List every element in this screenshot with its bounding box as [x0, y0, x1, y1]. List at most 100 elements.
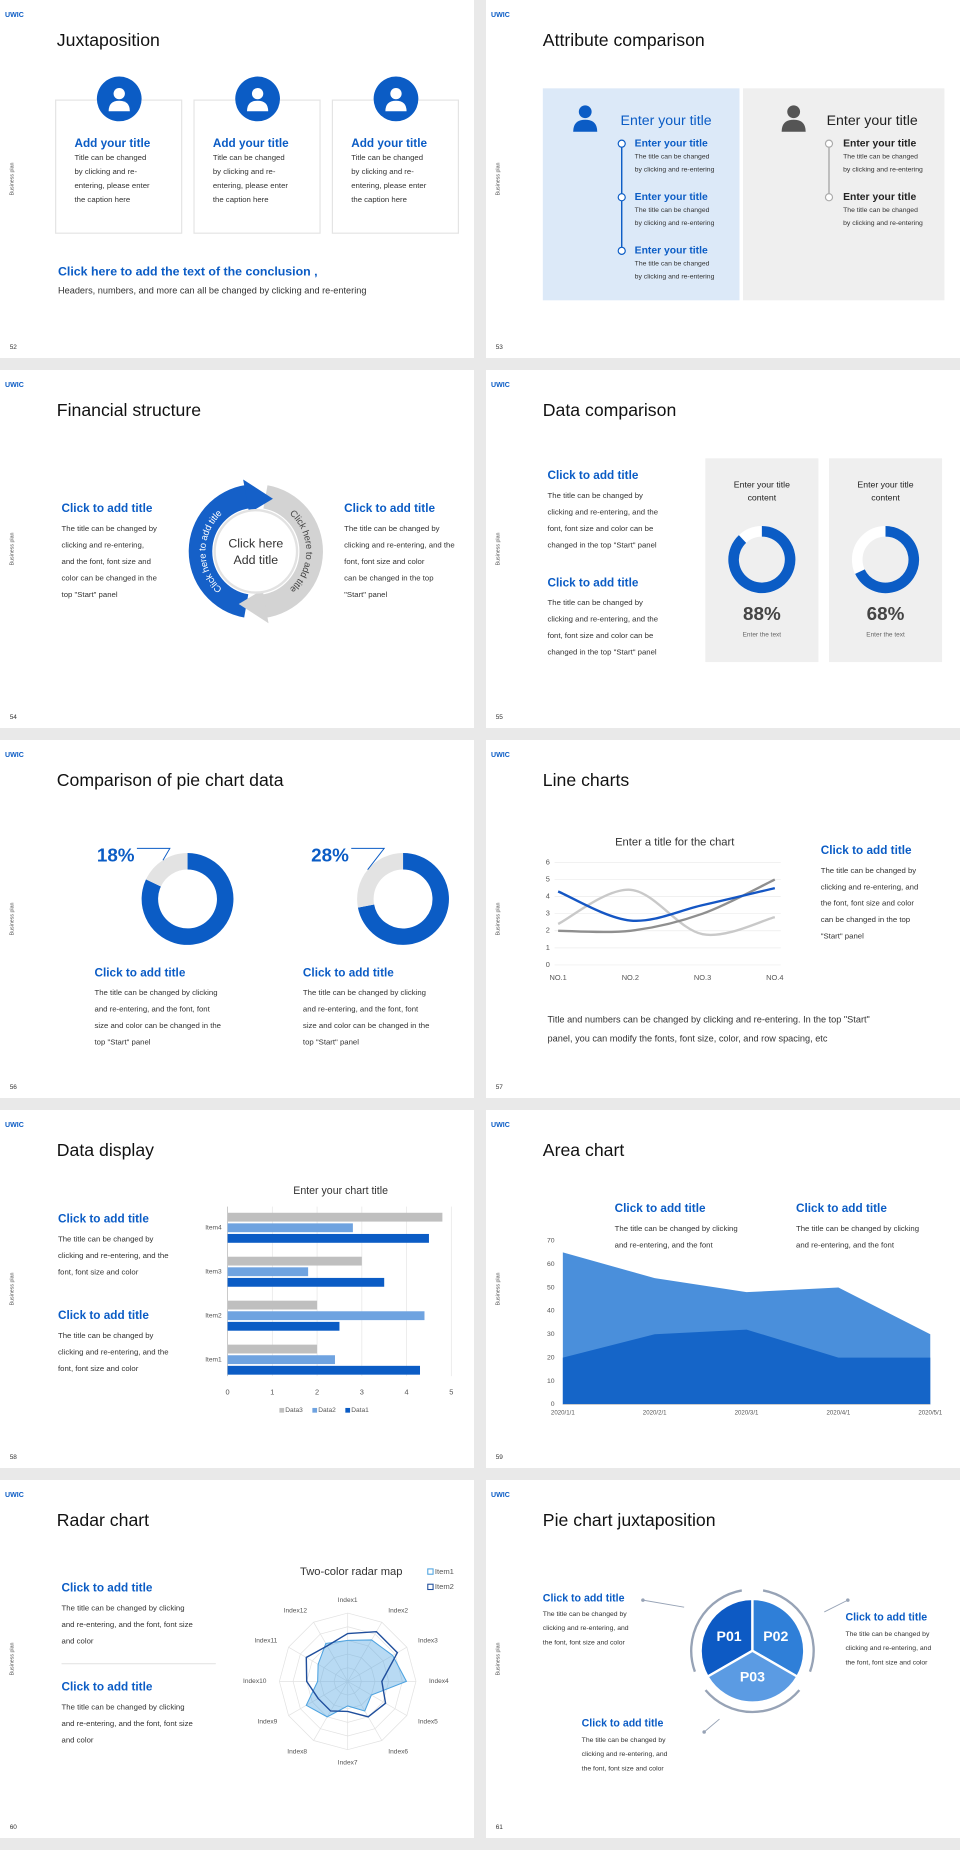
- page-number: 61: [496, 1824, 504, 1831]
- block-text: The title can be changed by: [582, 1737, 666, 1744]
- connector: [824, 1599, 849, 1613]
- block-text: "Start" panel: [344, 590, 387, 599]
- bar: [227, 1267, 309, 1277]
- card: [193, 99, 321, 234]
- item-text: by clicking and re-entering: [843, 220, 923, 227]
- center-text: Add title: [234, 553, 279, 567]
- block-title: Click to add title: [62, 502, 153, 515]
- side-label: Business plan: [9, 1273, 15, 1306]
- card-title: Add your title: [351, 137, 427, 150]
- x-tick-label: NO.4: [766, 973, 783, 982]
- slide: UWIC Business plan 54 Financial structure Cl…: [0, 370, 474, 728]
- slide: UWIC Business plan 57 Line charts Enter a ti…: [486, 740, 960, 1098]
- panel-title: Enter your title: [621, 112, 712, 128]
- icon-head: [251, 87, 264, 100]
- timeline-dot: [617, 139, 626, 148]
- value-label: 28%: [311, 845, 349, 866]
- radar-spoke: [313, 1622, 349, 1682]
- slide: UWIC Business plan 53 Attribute comparison E…: [486, 0, 960, 358]
- item-title: Enter your title: [635, 192, 708, 203]
- page-number: 55: [496, 714, 504, 721]
- x-tick-label: NO.1: [549, 973, 566, 982]
- outer-ring: [704, 1689, 801, 1714]
- block-text: clicking and re-entering, and the: [548, 615, 659, 624]
- block-text: font, font size and color: [58, 1268, 139, 1277]
- card-text: entering, please enter: [213, 181, 289, 190]
- side-label: Business plan: [495, 1273, 501, 1306]
- legend-swatch: [427, 1583, 434, 1591]
- block-text: The title can be changed by: [344, 524, 440, 533]
- chart-title: Two-color radar map: [300, 1566, 402, 1578]
- card-text: by clicking and re-: [213, 167, 276, 176]
- page-number: 60: [10, 1824, 18, 1831]
- icon-head: [787, 105, 801, 119]
- block-text: the font, font size and color: [845, 1659, 928, 1666]
- slide-title: Area chart: [543, 1140, 625, 1160]
- page-number: 58: [10, 1454, 18, 1461]
- slide: UWIC Business plan 52 Juxtaposition Add your…: [0, 0, 474, 358]
- item-title: Enter your title: [635, 138, 708, 149]
- y-tick-label: 70: [547, 1238, 555, 1245]
- side-label: Business plan: [9, 1643, 15, 1676]
- side-label: Business plan: [495, 1643, 501, 1676]
- y-tick-label: Item1: [205, 1356, 222, 1363]
- block-text: The title can be changed by: [548, 598, 644, 607]
- card-text: by clicking and re-: [74, 167, 137, 176]
- timeline-dot: [824, 139, 834, 148]
- connector-dot: [702, 1730, 706, 1734]
- arc-blue: [188, 484, 251, 618]
- block-text: changed in the top "Start" panel: [548, 648, 657, 657]
- y-tick-label: 50: [547, 1284, 555, 1291]
- bar: [227, 1321, 340, 1331]
- item-text: by clicking and re-entering: [635, 274, 715, 281]
- y-tick-label: 0: [546, 960, 550, 969]
- block-text: the font, font size and color: [543, 1639, 626, 1646]
- bar: [227, 1311, 425, 1321]
- block-text: font, font size and color can be: [548, 631, 654, 640]
- card-text: entering, please enter: [74, 181, 150, 190]
- legend-label: Data1: [351, 1407, 369, 1414]
- x-tick-label: NO.3: [694, 973, 711, 982]
- arc-gray: [261, 485, 323, 618]
- block-text: clicking and re-entering, and: [821, 882, 919, 891]
- card-text: Title can be changed: [351, 153, 423, 162]
- y-tick-label: 5: [546, 875, 550, 884]
- bar: [227, 1212, 443, 1222]
- x-tick-label: 2020/3/1: [735, 1409, 759, 1416]
- card-title: Add your title: [213, 137, 289, 150]
- logo: UWIC: [5, 1492, 24, 1499]
- x-tick-label: 2: [315, 1388, 319, 1397]
- logo: UWIC: [491, 752, 510, 759]
- side-label: Business plan: [9, 903, 15, 936]
- bar: [227, 1277, 385, 1287]
- side-label: Business plan: [9, 163, 15, 196]
- pie-segment: [705, 1649, 799, 1704]
- connector: [703, 1718, 720, 1733]
- icon-body: [781, 119, 806, 132]
- outer-ring: [762, 1589, 815, 1673]
- block-text: top "Start" panel: [95, 1038, 151, 1047]
- x-tick-label: 2020/1/1: [551, 1409, 575, 1416]
- panel-title: Enter your title: [827, 112, 918, 128]
- conclusion-title: Click here to add the text of the conclu…: [58, 264, 318, 278]
- block-title: Click to add title: [845, 1612, 927, 1624]
- item-text: The title can be changed: [635, 261, 710, 268]
- leader-line: [351, 847, 386, 870]
- block-text: color can be changed in the: [62, 573, 157, 582]
- logo: UWIC: [491, 12, 510, 19]
- bar: [227, 1223, 353, 1233]
- block-text: The title can be changed by clicking: [62, 1702, 185, 1711]
- slide-title: Data comparison: [543, 400, 676, 420]
- block-title: Click to add title: [58, 1309, 149, 1322]
- logo: UWIC: [5, 12, 24, 19]
- note: panel, you can modify the fonts, font si…: [548, 1034, 828, 1044]
- legend-swatch: [312, 1407, 318, 1413]
- card: [331, 99, 459, 234]
- donut-rest: [357, 853, 449, 945]
- legend-swatch: [427, 1568, 434, 1575]
- y-tick-label: 10: [547, 1378, 555, 1385]
- axis-label: Index8: [287, 1748, 307, 1755]
- segment-label: P01: [717, 1628, 742, 1644]
- icon-head: [390, 87, 402, 100]
- block-text: and re-entering, and the font: [615, 1240, 714, 1249]
